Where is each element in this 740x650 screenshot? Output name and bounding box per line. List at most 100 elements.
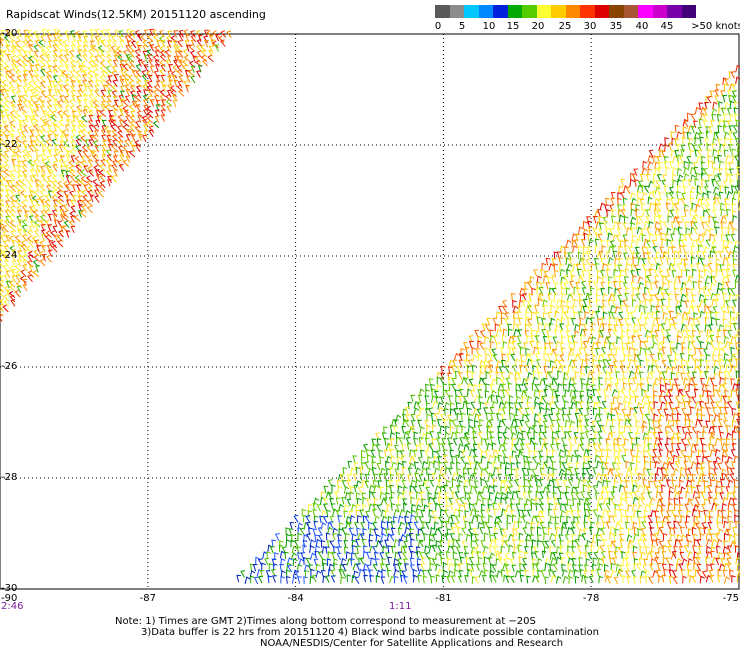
wind-barb xyxy=(545,370,552,379)
wind-barb xyxy=(658,540,664,549)
wind-barb xyxy=(727,371,732,379)
wind-barb xyxy=(610,402,615,411)
note-line-2: 3)Data buffer is 22 hrs from 20151120 4)… xyxy=(141,627,599,638)
wind-barb xyxy=(711,275,717,284)
wind-barb xyxy=(558,534,564,542)
wind-barb xyxy=(659,414,665,422)
wind-barb xyxy=(381,569,386,577)
wind-barb xyxy=(16,35,23,43)
wind-barb xyxy=(517,520,523,529)
wind-barb xyxy=(602,323,607,331)
wind-barb xyxy=(8,129,15,138)
wind-barb xyxy=(646,252,652,260)
wind-barb xyxy=(33,50,39,58)
wind-barb xyxy=(574,575,580,584)
wind-barb xyxy=(618,473,624,481)
wind-barb xyxy=(611,293,617,301)
wind-barb xyxy=(666,510,671,518)
wind-barb xyxy=(672,155,679,164)
wind-barb xyxy=(703,286,708,295)
wind-barb xyxy=(160,109,166,117)
wind-barb xyxy=(690,377,696,385)
wind-barb xyxy=(615,563,622,572)
wind-barb xyxy=(34,224,40,232)
wind-barb xyxy=(566,300,572,308)
wind-barb xyxy=(484,402,490,410)
wind-barb xyxy=(670,131,675,139)
wind-barb xyxy=(623,252,628,260)
wind-barb xyxy=(549,515,555,524)
wind-barb xyxy=(700,467,705,475)
wind-barb xyxy=(676,426,682,434)
wind-barb xyxy=(125,88,131,97)
wind-barb xyxy=(507,486,513,494)
wind-barb xyxy=(561,413,567,422)
wind-barb xyxy=(570,376,576,385)
wind-barb xyxy=(66,115,71,123)
wind-barb xyxy=(526,401,531,410)
wind-barb xyxy=(591,310,597,319)
wind-barb xyxy=(444,496,450,505)
wind-barb xyxy=(331,484,336,493)
wind-barb xyxy=(674,353,680,361)
wind-barb xyxy=(504,360,509,369)
wind-barb xyxy=(361,492,367,500)
wind-barb xyxy=(559,329,565,338)
wind-barb xyxy=(408,491,414,499)
wind-barb xyxy=(409,449,415,458)
wind-barb xyxy=(697,256,703,265)
wind-barb xyxy=(15,90,22,98)
wind-barb xyxy=(33,123,40,132)
wind-barb xyxy=(485,383,490,391)
wind-barb xyxy=(8,209,16,217)
wind-barb xyxy=(346,498,352,507)
wind-barb xyxy=(434,390,439,399)
wind-barb xyxy=(394,551,400,560)
wind-barb xyxy=(131,100,137,109)
wind-barb xyxy=(634,479,640,488)
wind-barb xyxy=(680,449,686,458)
wind-barb xyxy=(303,534,309,543)
wind-barb xyxy=(735,370,740,379)
wind-barb xyxy=(671,137,677,146)
wind-barb xyxy=(580,238,586,247)
wind-barb xyxy=(450,514,456,523)
wind-barb xyxy=(721,383,727,391)
wind-barb xyxy=(487,498,493,506)
wind-barb xyxy=(691,473,697,482)
wind-barb xyxy=(112,160,118,168)
wind-barb xyxy=(20,45,27,53)
wind-barb xyxy=(3,274,9,282)
wind-barb xyxy=(367,467,374,476)
wind-barb xyxy=(631,569,636,578)
wind-barb xyxy=(538,425,544,433)
colorbar-swatch xyxy=(536,5,551,18)
wind-barb xyxy=(500,545,506,554)
wind-barb xyxy=(549,545,554,554)
wind-barb xyxy=(450,365,456,373)
wind-barb xyxy=(657,298,663,307)
wind-barb xyxy=(639,323,644,332)
wind-barb xyxy=(595,472,602,481)
wind-barb xyxy=(588,438,594,446)
wind-barb xyxy=(377,480,383,488)
wind-barb xyxy=(540,442,547,451)
wind-barb xyxy=(701,179,706,187)
wind-barb xyxy=(99,53,106,62)
wind-barb xyxy=(20,240,27,248)
wind-barb xyxy=(448,467,453,476)
wind-barb xyxy=(291,545,298,554)
wind-barb xyxy=(390,520,396,529)
wind-barb xyxy=(668,262,675,271)
wind-barb xyxy=(348,527,354,536)
wind-barb xyxy=(549,564,554,572)
wind-barb xyxy=(78,210,83,218)
wind-barb xyxy=(538,479,544,487)
wind-barb xyxy=(702,232,707,241)
wind-barb xyxy=(538,497,544,506)
wind-barb xyxy=(389,467,394,475)
wind-barb xyxy=(204,39,209,48)
wind-barb xyxy=(723,576,731,584)
wind-barb xyxy=(670,233,675,241)
wind-barb xyxy=(518,448,523,457)
